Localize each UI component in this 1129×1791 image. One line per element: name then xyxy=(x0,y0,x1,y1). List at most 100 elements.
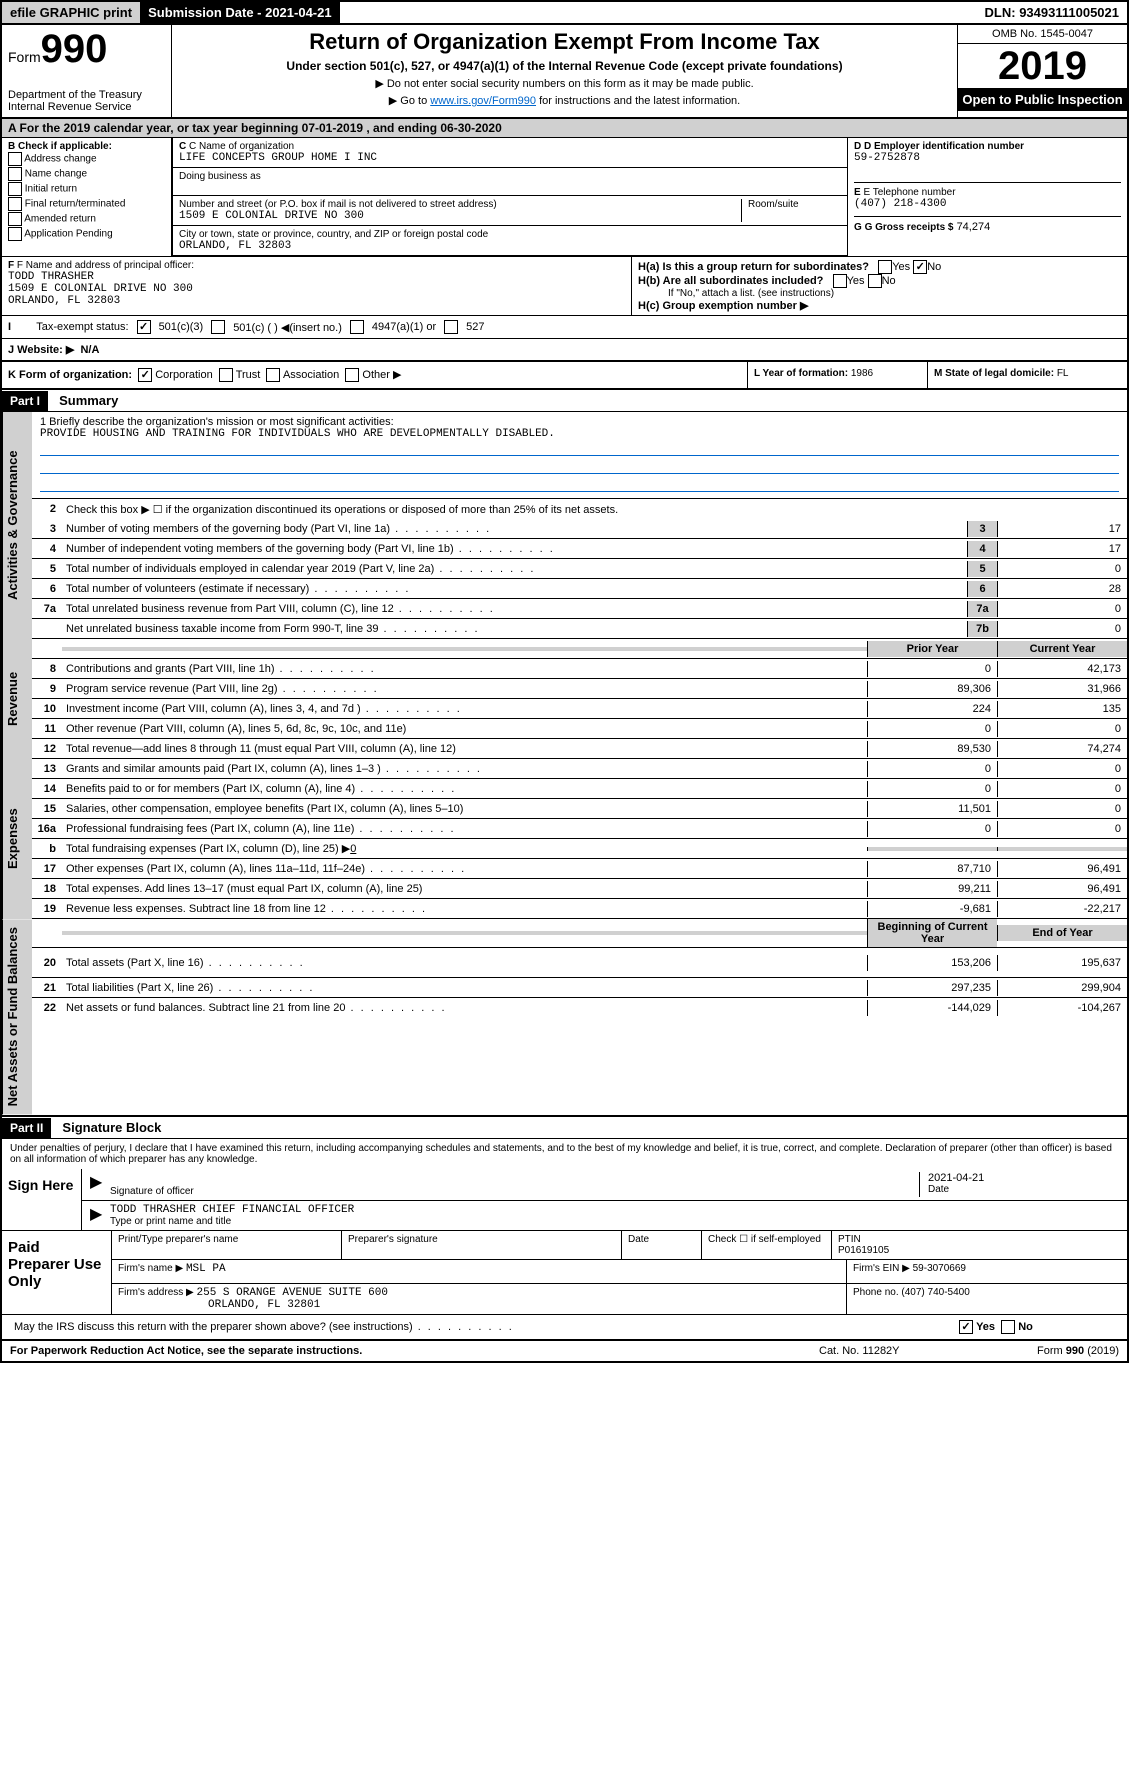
footer: For Paperwork Reduction Act Notice, see … xyxy=(2,1341,1127,1361)
check-address[interactable]: Address change xyxy=(8,152,165,166)
box-m: M State of legal domicile: FL xyxy=(927,362,1127,388)
form-left: Form990 Department of the Treasury Inter… xyxy=(2,25,172,117)
tax-status-row: I Tax-exempt status: 501(c)(3) 501(c) ( … xyxy=(2,316,1127,339)
form-center: Return of Organization Exempt From Incom… xyxy=(172,25,957,117)
officer-addr1: 1509 E COLONIAL DRIVE NO 300 xyxy=(8,283,625,295)
hb-note: If "No," attach a list. (see instruction… xyxy=(638,288,1121,299)
val-7a: 0 xyxy=(997,601,1127,617)
officer-section: F F Name and address of principal office… xyxy=(2,257,1127,316)
firm-name: MSL PA xyxy=(186,1263,226,1275)
officer-printed: TODD THRASHER CHIEF FINANCIAL OFFICER xyxy=(110,1204,1119,1216)
form-word: Form xyxy=(8,49,41,65)
beg-year-hdr: Beginning of Current Year xyxy=(867,919,997,947)
website-row: J Website: ▶ N/A xyxy=(2,339,1127,362)
ein-value: 59-2752878 xyxy=(854,152,1121,164)
org-name: LIFE CONCEPTS GROUP HOME I INC xyxy=(179,152,841,164)
ha-label: H(a) Is this a group return for subordin… xyxy=(638,260,1121,274)
box-k: K Form of organization: Corporation Trus… xyxy=(2,362,747,388)
addr-label: Number and street (or P.O. box if mail i… xyxy=(179,199,741,210)
check-501c3[interactable] xyxy=(137,320,151,334)
val-4: 17 xyxy=(997,541,1127,557)
check-name[interactable]: Name change xyxy=(8,167,165,181)
city-label: City or town, state or province, country… xyxy=(179,229,841,240)
inspection-label: Open to Public Inspection xyxy=(958,88,1127,111)
submission-date: Submission Date - 2021-04-21 xyxy=(140,2,340,23)
paid-preparer-label: Paid Preparer Use Only xyxy=(2,1231,112,1314)
netassets-section: Net Assets or Fund Balances Beginning of… xyxy=(2,919,1127,1116)
val-3: 17 xyxy=(997,521,1127,537)
side-expenses: Expenses xyxy=(2,759,32,919)
box-b: B Check if applicable: Address change Na… xyxy=(2,138,172,256)
check-527[interactable] xyxy=(444,320,458,334)
check-corp[interactable] xyxy=(138,368,152,382)
form-note-1: ▶ Do not enter social security numbers o… xyxy=(180,77,949,90)
signature-section: Under penalties of perjury, I declare th… xyxy=(2,1139,1127,1231)
form-subtitle: Under section 501(c), 527, or 4947(a)(1)… xyxy=(180,59,949,73)
expenses-section: Expenses 13Grants and similar amounts pa… xyxy=(2,759,1127,919)
efile-label[interactable]: efile GRAPHIC print xyxy=(2,2,140,23)
footer-left: For Paperwork Reduction Act Notice, see … xyxy=(10,1345,819,1357)
footer-cat: Cat. No. 11282Y xyxy=(819,1345,969,1357)
period-row: A For the 2019 calendar year, or tax yea… xyxy=(2,119,1127,138)
box-c: C C Name of organization LIFE CONCEPTS G… xyxy=(172,138,847,256)
check-amended[interactable]: Amended return xyxy=(8,212,165,226)
discuss-yes[interactable] xyxy=(959,1320,973,1334)
check-app-pending[interactable]: Application Pending xyxy=(8,227,165,241)
check-trust[interactable] xyxy=(219,368,233,382)
gross-label: G G Gross receipts $ xyxy=(854,222,954,233)
revenue-section: Revenue Prior YearCurrent Year 8Contribu… xyxy=(2,639,1127,759)
perjury-text: Under penalties of perjury, I declare th… xyxy=(2,1139,1127,1169)
prep-name-label: Print/Type preparer's name xyxy=(112,1231,342,1259)
form-container: efile GRAPHIC print Submission Date - 20… xyxy=(0,0,1129,1363)
arrow-icon: ▶ xyxy=(90,1204,110,1227)
firm-addr1: 255 S ORANGE AVENUE SUITE 600 xyxy=(197,1287,388,1299)
org-name-label: C C Name of organization xyxy=(179,141,841,152)
irs-link[interactable]: www.irs.gov/Form990 xyxy=(430,95,536,107)
check-other[interactable] xyxy=(345,368,359,382)
top-bar: efile GRAPHIC print Submission Date - 20… xyxy=(2,2,1127,25)
check-assoc[interactable] xyxy=(266,368,280,382)
org-type-row: K Form of organization: Corporation Trus… xyxy=(2,362,1127,390)
box-h: H(a) Is this a group return for subordin… xyxy=(632,257,1127,315)
form-right: OMB No. 1545-0047 2019 Open to Public In… xyxy=(957,25,1127,117)
footer-form: Form 990 (2019) xyxy=(969,1345,1119,1357)
mission-text: PROVIDE HOUSING AND TRAINING FOR INDIVID… xyxy=(40,428,1119,440)
form-header: Form990 Department of the Treasury Inter… xyxy=(2,25,1127,119)
city-state-zip: ORLANDO, FL 32803 xyxy=(179,240,841,252)
dln: DLN: 93493111005021 xyxy=(977,2,1127,23)
val-7b: 0 xyxy=(997,621,1127,637)
check-final[interactable]: Final return/terminated xyxy=(8,197,165,211)
website-value: N/A xyxy=(80,344,99,356)
officer-addr2: ORLANDO, FL 32803 xyxy=(8,295,625,307)
firm-ein: 59-3070669 xyxy=(913,1263,966,1274)
val-6: 28 xyxy=(997,581,1127,597)
arrow-icon: ▶ xyxy=(90,1172,110,1197)
form-note-2: ▶ Go to www.irs.gov/Form990 for instruct… xyxy=(180,94,949,107)
self-employed[interactable]: Check ☐ if self-employed xyxy=(702,1231,832,1259)
val-5: 0 xyxy=(997,561,1127,577)
check-501c[interactable] xyxy=(211,320,225,334)
type-name-label: Type or print name and title xyxy=(110,1216,1119,1227)
sign-here-label: Sign Here xyxy=(2,1169,82,1230)
hb-label: H(b) Are all subordinates included? Yes … xyxy=(638,274,1121,288)
hc-label: H(c) Group exemption number ▶ xyxy=(638,299,1121,312)
prep-sig-label: Preparer's signature xyxy=(342,1231,622,1259)
check-4947[interactable] xyxy=(350,320,364,334)
entity-section: B Check if applicable: Address change Na… xyxy=(2,138,1127,257)
ptin-value: P01619105 xyxy=(838,1245,1121,1256)
prep-date-label: Date xyxy=(622,1231,702,1259)
side-governance: Activities & Governance xyxy=(2,412,32,639)
discuss-no[interactable] xyxy=(1001,1320,1015,1334)
dept-treasury: Department of the Treasury Internal Reve… xyxy=(8,89,165,113)
side-revenue: Revenue xyxy=(2,639,32,759)
box-b-label: B Check if applicable: xyxy=(8,141,165,152)
date-label: Date xyxy=(928,1184,1119,1195)
governance-section: Activities & Governance 1 Briefly descri… xyxy=(2,412,1127,639)
ein-label: D D Employer identification number xyxy=(854,141,1121,152)
check-initial[interactable]: Initial return xyxy=(8,182,165,196)
dba-label: Doing business as xyxy=(179,171,841,182)
box-l: L Year of formation: 1986 xyxy=(747,362,927,388)
mission-box: 1 Briefly describe the organization's mi… xyxy=(32,412,1127,499)
part2-header: Part II Signature Block xyxy=(2,1117,1127,1139)
sig-date: 2021-04-21 xyxy=(928,1172,1119,1184)
